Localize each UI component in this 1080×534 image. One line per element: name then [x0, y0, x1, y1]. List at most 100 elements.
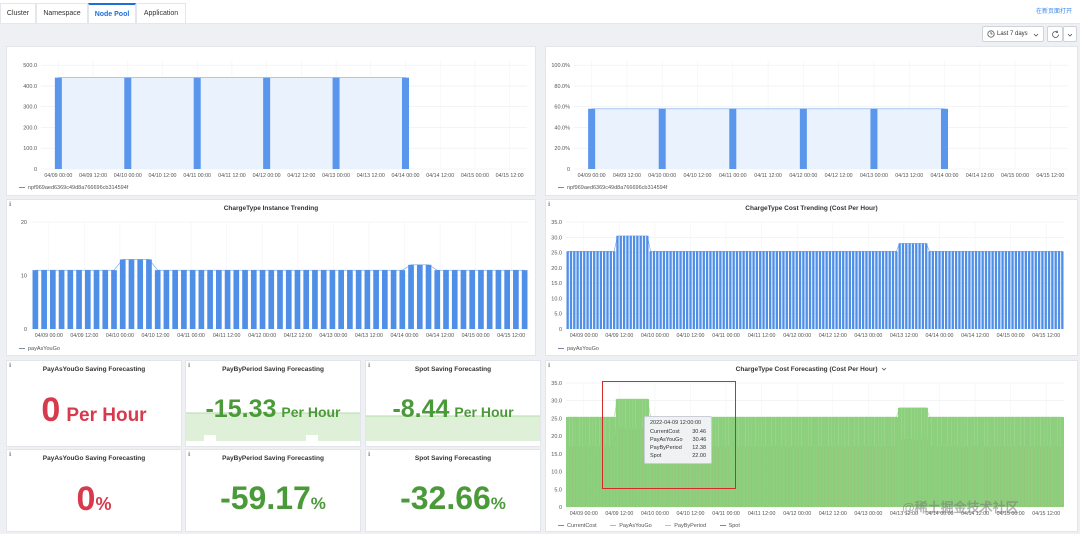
bar: [871, 251, 875, 329]
x-tick-label: 04/10 00:00: [641, 511, 669, 517]
panel-title: Spot Saving Forecasting: [414, 455, 492, 462]
bar: [898, 243, 901, 329]
bar: [1004, 417, 1008, 507]
tab-cluster[interactable]: Cluster: [0, 3, 36, 23]
refresh-interval-dropdown[interactable]: [1063, 26, 1077, 42]
tooltip-row: PayAsYouGo 30.46: [650, 436, 706, 444]
bar: [1008, 251, 1011, 329]
x-tick-label: 04/10 12:00: [142, 333, 170, 339]
x-tick-label: 04/10 12:00: [677, 333, 705, 339]
y-tick-label: 0: [567, 167, 570, 173]
bar: [921, 407, 925, 507]
bar: [636, 235, 639, 329]
time-range-picker[interactable]: Last 7 days: [982, 26, 1044, 42]
bar: [987, 417, 991, 507]
bar: [1037, 417, 1041, 507]
bar: [728, 417, 732, 507]
chart-tooltip: 2022-04-09 12:00:00 CurrentCost 30.46 Pay…: [644, 416, 712, 464]
bar: [961, 417, 965, 507]
bar: [373, 270, 379, 329]
legend-label: PayAsYouGo: [619, 523, 652, 529]
stat-unit: Per Hour: [281, 404, 341, 420]
bar: [1014, 417, 1018, 507]
bar: [1021, 251, 1024, 329]
bar: [599, 417, 603, 507]
bar: [722, 417, 726, 507]
bar: [815, 251, 818, 329]
bar: [991, 251, 994, 329]
bar: [925, 243, 928, 329]
tab-namespace[interactable]: Namespace: [36, 3, 88, 23]
y-tick-label: 30.0: [551, 399, 562, 405]
bar: [769, 251, 772, 329]
x-tick-label: 04/11 12:00: [754, 173, 782, 179]
sparkline: [366, 415, 540, 441]
x-tick-label: 04/09 00:00: [570, 333, 598, 339]
x-tick-label: 04/13 12:00: [357, 173, 385, 179]
bar: [1001, 251, 1004, 329]
info-icon[interactable]: ℹ: [548, 202, 551, 208]
bar: [616, 235, 619, 329]
y-tick-label: 35.0: [551, 220, 562, 226]
info-icon[interactable]: ℹ: [188, 452, 191, 458]
info-icon[interactable]: ℹ: [188, 363, 191, 369]
bar: [137, 259, 144, 329]
x-tick-label: 04/11 12:00: [218, 173, 246, 179]
bar: [124, 77, 132, 169]
bar: [111, 270, 117, 329]
tooltip-value: 12.38: [692, 445, 706, 451]
x-tick-label: 04/12 12:00: [287, 173, 315, 179]
bar: [579, 417, 583, 507]
bar: [619, 235, 622, 329]
info-icon[interactable]: ℹ: [9, 202, 12, 208]
bar: [443, 270, 449, 329]
x-tick-label: 04/12 00:00: [253, 173, 281, 179]
panel-title: PayAsYouGo Saving Forecasting: [42, 366, 146, 373]
bar: [589, 251, 593, 329]
bar: [931, 417, 935, 507]
bar: [602, 417, 606, 507]
bar: [818, 251, 822, 329]
stat-number: -59.17: [220, 480, 311, 516]
bar: [207, 270, 213, 329]
bar: [242, 270, 248, 329]
x-tick-label: 04/15 12:00: [497, 333, 525, 339]
x-tick-label: 04/14 12:00: [961, 333, 989, 339]
bar: [521, 270, 528, 329]
info-icon[interactable]: ℹ: [548, 363, 551, 369]
bar: [778, 251, 782, 329]
bar: [898, 407, 902, 507]
info-icon[interactable]: ℹ: [368, 452, 371, 458]
legend: CurrentCost PayAsYouGo PayByPeriod Spot: [558, 523, 740, 529]
bar: [224, 270, 231, 329]
x-tick-label: 04/10 00:00: [648, 173, 676, 179]
bar: [566, 251, 569, 329]
panel-spot-saving-per-hour: ℹ Spot Saving Forecasting -8.44 Per Hour: [365, 360, 541, 447]
bar: [593, 251, 596, 329]
bar: [582, 417, 586, 507]
open-new-page-link[interactable]: 在新页面打开: [1035, 9, 1072, 15]
bar: [434, 270, 441, 329]
x-tick-label: 04/09 12:00: [79, 173, 107, 179]
tab-node-pool[interactable]: Node Pool: [88, 3, 136, 23]
bar: [599, 251, 603, 329]
y-tick-label: 5.0: [554, 312, 562, 318]
refresh-button[interactable]: [1047, 26, 1063, 42]
info-icon[interactable]: ℹ: [9, 363, 12, 369]
x-tick-label: 04/14 00:00: [391, 333, 419, 339]
panel-title: PayByPeriod Saving Forecasting: [222, 366, 324, 373]
chevron-down-icon[interactable]: [881, 366, 887, 372]
x-tick-label: 04/09 00:00: [570, 511, 598, 517]
info-icon[interactable]: ℹ: [368, 363, 371, 369]
bar: [828, 251, 832, 329]
bar: [828, 417, 832, 507]
info-icon[interactable]: ℹ: [9, 452, 12, 458]
bar: [609, 251, 612, 329]
bar: [656, 251, 659, 329]
bar: [1054, 417, 1058, 507]
bar: [1018, 251, 1021, 329]
bar: [951, 251, 954, 329]
bar: [1034, 417, 1038, 507]
y-tick-label: 0: [559, 505, 562, 511]
tab-application[interactable]: Application: [136, 3, 186, 23]
